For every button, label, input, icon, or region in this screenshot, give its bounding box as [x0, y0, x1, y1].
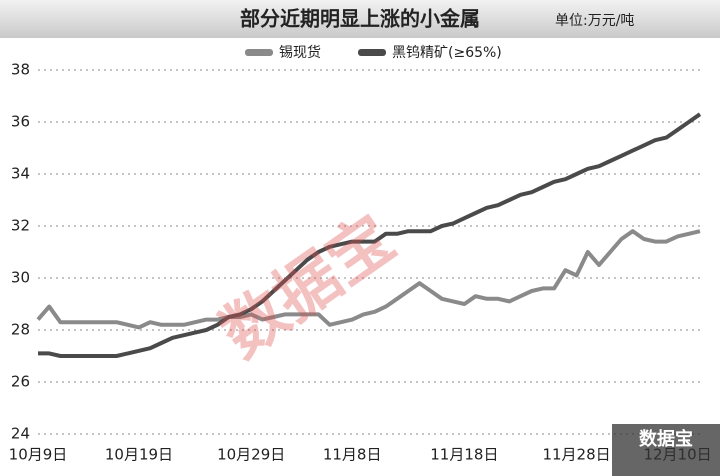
unit-label: 单位:万元/吨	[555, 13, 634, 29]
watermark: 数据宝	[208, 202, 408, 373]
x-tick-label: 11月8日	[323, 446, 382, 464]
x-tick-label: 11月28日	[542, 446, 610, 464]
x-tick-label: 10月9日	[9, 446, 68, 464]
y-tick-label: 34	[11, 165, 30, 183]
x-tick-label: 10月29日	[217, 446, 285, 464]
y-tick-label: 26	[11, 373, 30, 391]
legend-swatch	[358, 49, 386, 56]
y-tick-label: 28	[11, 321, 30, 339]
legend-label: 锡现货	[279, 44, 321, 61]
y-tick-label: 38	[11, 61, 30, 79]
y-tick-label: 24	[11, 425, 30, 443]
legend-label: 黑钨精矿(≥65%)	[392, 45, 502, 61]
chart-title: 部分近期明显上涨的小金属	[240, 7, 480, 31]
x-tick-label: 10月19日	[105, 446, 173, 464]
y-tick-label: 36	[11, 113, 30, 131]
y-tick-label: 32	[11, 217, 30, 235]
series-line	[38, 112, 702, 358]
x-tick-label: 11月18日	[430, 446, 498, 464]
logo-bg	[612, 424, 720, 476]
logo: 数据宝	[639, 428, 693, 450]
y-tick-label: 30	[11, 269, 30, 287]
title-bar	[0, 0, 720, 38]
legend-swatch	[245, 49, 273, 56]
series-line	[36, 229, 701, 330]
